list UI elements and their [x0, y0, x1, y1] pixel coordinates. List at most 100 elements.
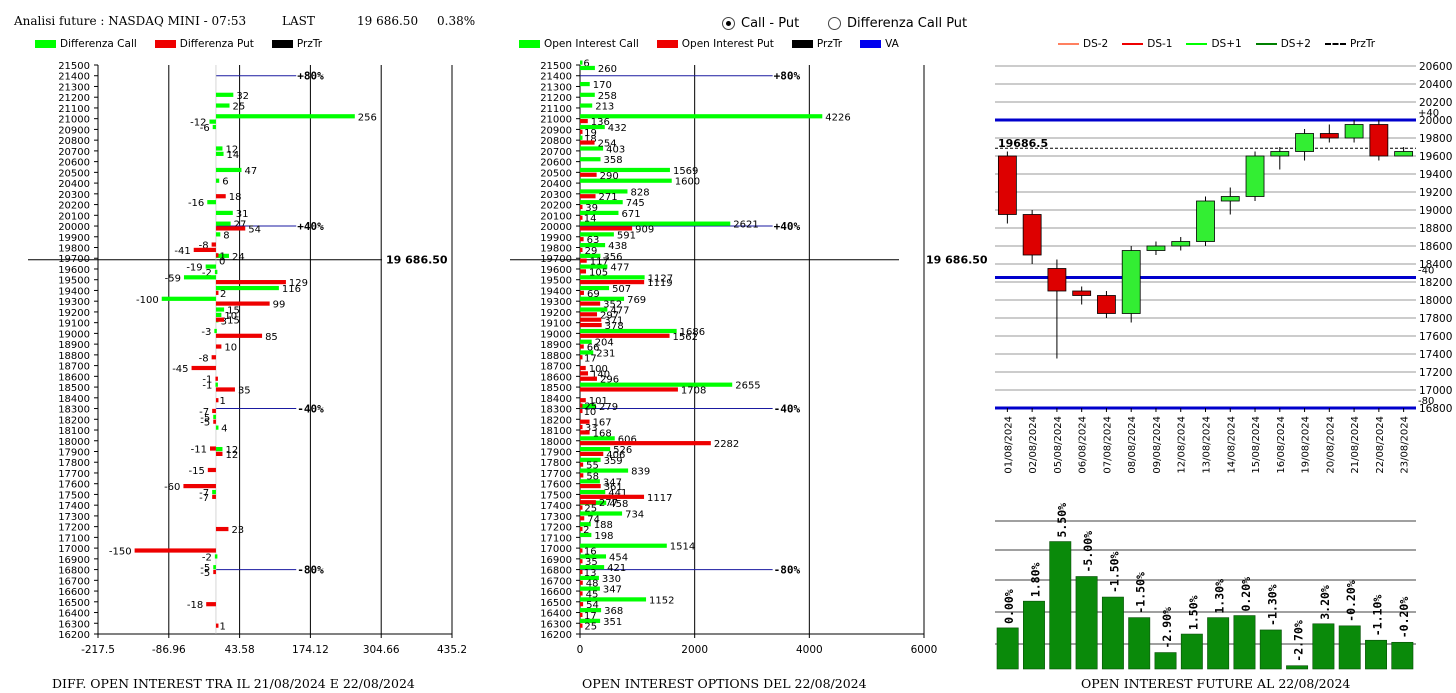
put-bar-label: 54: [586, 600, 599, 611]
call-bar: [580, 167, 670, 173]
y-tick-label: 21300: [540, 82, 572, 93]
put-bar-label: 277: [599, 498, 618, 509]
call-bar-label: 526: [613, 445, 632, 456]
put-bar: [580, 430, 590, 435]
put-bar: [580, 419, 590, 424]
future-level-label: -40: [1418, 266, 1434, 277]
last-value: 19 686.50: [357, 14, 419, 28]
put-bar: [580, 612, 583, 618]
put-bar: [183, 483, 216, 489]
y-tick-label: 17900: [58, 447, 90, 458]
y-tick-label: 18300: [540, 405, 572, 416]
put-bar: [580, 483, 601, 489]
y-tick-label: 17200: [58, 523, 90, 534]
y-tick-label: 18000: [58, 437, 90, 448]
put-bar-label: 117: [590, 257, 609, 268]
y-tick-label: 16200: [58, 630, 90, 641]
call-bar: [580, 114, 823, 119]
put-bar-label: 25: [584, 622, 597, 633]
oi-change-label: -1.50%: [1134, 572, 1148, 614]
y-tick-label: 17600: [58, 480, 90, 491]
put-bar-label: 13: [584, 568, 597, 579]
put-bar-label: -5: [200, 418, 210, 429]
y-tick-label: 19300: [58, 297, 90, 308]
call-bar: [580, 618, 601, 623]
call-bar: [580, 103, 593, 108]
oi-chart-title: OPEN INTEREST OPTIONS DEL 22/08/2024: [582, 676, 867, 691]
radio-selected-icon[interactable]: [722, 17, 735, 30]
candle-body: [1047, 268, 1067, 292]
candle-body: [1394, 151, 1414, 157]
call-bar: [215, 382, 218, 387]
legend-item: DS+1: [1186, 38, 1242, 50]
put-bar-label: 2: [220, 289, 226, 300]
oi-change-bar: [1365, 639, 1387, 670]
y-tick-label: 20100: [540, 211, 572, 222]
y-tick-label: 16800: [58, 566, 90, 577]
oi-change-bar: [1338, 625, 1361, 670]
legend-oi: Open Interest Call Open Interest Put Prz…: [519, 38, 917, 50]
call-bar-label: 454: [609, 552, 628, 563]
y-tick-label: 17100: [540, 533, 572, 544]
put-bar: [212, 408, 216, 414]
put-bar-label: 1708: [681, 385, 706, 396]
call-bar: [215, 232, 221, 237]
candle-body: [1097, 295, 1116, 314]
put-bar-label: 168: [593, 428, 612, 439]
call-bar: [580, 264, 608, 269]
put-bar-label: 378: [605, 321, 624, 332]
call-bar: [580, 178, 672, 183]
y-tick-label: 19600: [540, 265, 572, 276]
call-bar-label: -6: [200, 123, 210, 134]
put-bar-label: 1117: [647, 493, 672, 504]
call-bar-label: -16: [188, 198, 204, 209]
call-bar-label: -1: [202, 381, 212, 392]
call-bar-label: 356: [603, 252, 622, 263]
oi-change-bar: [1391, 641, 1414, 670]
call-bar: [580, 135, 583, 140]
put-bar-label: 54: [248, 224, 261, 235]
oi-change-bar: [1101, 596, 1124, 670]
radio-diff-call-put[interactable]: Differenza Call Put: [828, 16, 967, 31]
y-tick-label: 16700: [540, 576, 572, 587]
y-tick-label: 17300: [58, 512, 90, 523]
put-bar: [580, 473, 584, 478]
candle-body: [1369, 124, 1389, 157]
call-bar: [580, 146, 604, 151]
call-bar: [580, 436, 615, 441]
put-bar: [580, 371, 589, 376]
put-bar: [580, 290, 584, 295]
put-bar-label: -1: [202, 375, 212, 386]
y-tick-label: 21200: [58, 93, 90, 104]
put-bar-label: -8: [199, 353, 209, 364]
call-bar-label: 1514: [670, 542, 695, 553]
call-bar-label: 359: [604, 456, 623, 467]
put-bar: [580, 344, 584, 349]
put-bar: [580, 317, 602, 322]
put-bar-label: 17: [584, 611, 597, 622]
y-tick-label: 20100: [58, 211, 90, 222]
y-tick-label: 19500: [58, 276, 90, 287]
oi-change-label: 0.20%: [1239, 577, 1253, 612]
put-bar-label: 105: [589, 267, 608, 278]
put-bar: [580, 569, 583, 575]
put-bar: [215, 623, 219, 628]
y-tick-label: 20200: [1419, 97, 1452, 109]
x-tick-label: 2000: [681, 644, 708, 656]
call-bar: [580, 404, 596, 409]
call-bar: [183, 275, 216, 280]
radio-empty-icon[interactable]: [828, 17, 841, 30]
y-tick-label: 20600: [540, 158, 572, 169]
call-bar-label: 198: [594, 531, 613, 542]
y-tick-label: 21200: [540, 93, 572, 104]
oi-change-bar: [1128, 617, 1151, 670]
put-bar: [215, 526, 229, 532]
oi-change-label: 5.50%: [1055, 503, 1069, 538]
y-tick-label: 18500: [540, 383, 572, 394]
y-tick-label: 17500: [58, 490, 90, 501]
put-bar-label: 66: [587, 343, 600, 354]
radio-call-put[interactable]: Call - Put: [722, 16, 799, 31]
y-tick-label: 20400: [58, 179, 90, 190]
level-label: +40%: [774, 220, 801, 233]
call-bar-label: 31: [236, 209, 249, 220]
